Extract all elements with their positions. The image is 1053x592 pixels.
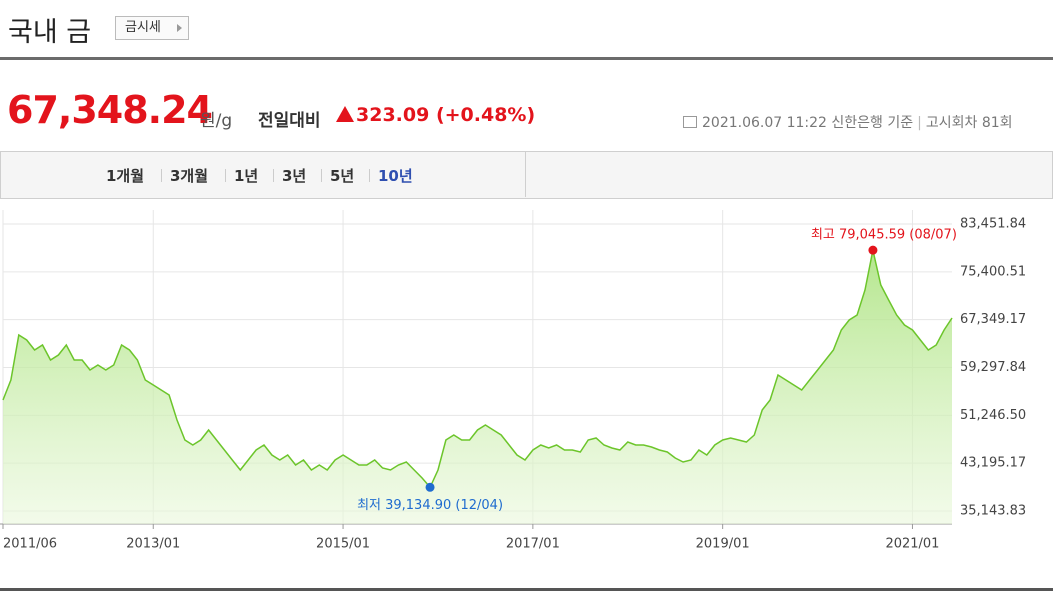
tab-separator bbox=[273, 169, 274, 182]
period-tab[interactable]: 1개월 bbox=[106, 167, 145, 185]
change-label: 전일대비 bbox=[258, 111, 321, 131]
y-tick-label: 75,400.51 bbox=[960, 264, 1026, 279]
y-tick-label: 35,143.83 bbox=[960, 504, 1026, 519]
max-annotation: 최고 79,045.59 (08/07) bbox=[811, 228, 957, 243]
button-label[interactable]: 금시세 bbox=[125, 20, 161, 35]
y-tick-label: 67,349.17 bbox=[960, 312, 1026, 327]
page-title: 국내 금 bbox=[8, 17, 92, 48]
divider bbox=[0, 588, 1053, 591]
period-tab[interactable]: 1년 bbox=[234, 167, 259, 185]
period-tab[interactable]: 3개월 bbox=[170, 167, 209, 185]
tab-bar-divider bbox=[525, 152, 526, 197]
x-tick-label: 2017/01 bbox=[506, 537, 560, 552]
meta-round: 고시회차 81회 bbox=[925, 115, 1013, 131]
x-tick-label: 2013/01 bbox=[126, 537, 180, 552]
x-tick-label: 2019/01 bbox=[696, 537, 750, 552]
meta-source: 신한은행 기준 bbox=[831, 115, 914, 131]
meta-date: 2021.06.07 11:22 bbox=[702, 115, 827, 131]
area-fill bbox=[3, 250, 952, 524]
tab-separator bbox=[369, 169, 370, 182]
period-tab[interactable]: 10년 bbox=[378, 167, 413, 185]
tab-separator bbox=[225, 169, 226, 182]
y-tick-label: 59,297.84 bbox=[960, 360, 1026, 375]
change-value: 323.09 bbox=[356, 104, 430, 126]
period-tab[interactable]: 5년 bbox=[330, 167, 355, 185]
price-unit: 원/g bbox=[200, 111, 233, 131]
y-tick-label: 43,195.17 bbox=[960, 456, 1026, 471]
change-percent: (+0.48%) bbox=[435, 104, 536, 126]
x-tick-label: 2021/01 bbox=[885, 537, 939, 552]
y-tick-label: 51,246.50 bbox=[960, 408, 1026, 423]
tab-separator bbox=[321, 169, 322, 182]
chart: 35,143.83 43,195.17 51,246.50 59,297.84 67,3… bbox=[0, 210, 1026, 552]
tab-separator bbox=[161, 169, 162, 182]
max-point bbox=[868, 245, 878, 255]
period-tab[interactable]: 3년 bbox=[282, 167, 307, 185]
tab-bar bbox=[0, 151, 1053, 199]
calendar-icon bbox=[683, 116, 697, 128]
up-arrow bbox=[336, 106, 354, 122]
separator: | bbox=[917, 115, 922, 131]
button-arrow bbox=[177, 24, 182, 32]
min-point bbox=[425, 482, 435, 492]
price-button[interactable]: 금시세 bbox=[115, 16, 189, 40]
y-tick-label: 83,451.84 bbox=[960, 217, 1026, 232]
meta: 2021.06.07 11:22 신한은행 기준 | 고시회차 81회 bbox=[683, 112, 1013, 132]
min-annotation: 최저 39,134.90 (12/04) bbox=[357, 498, 503, 513]
x-tick-label: 2015/01 bbox=[316, 537, 370, 552]
x-tick-label: 2011/06 bbox=[3, 537, 57, 552]
current-price: 67,348.24 bbox=[7, 88, 213, 132]
price-line bbox=[2, 250, 953, 489]
divider bbox=[0, 57, 1053, 60]
change: 323.09 (+0.48%) bbox=[336, 104, 535, 126]
